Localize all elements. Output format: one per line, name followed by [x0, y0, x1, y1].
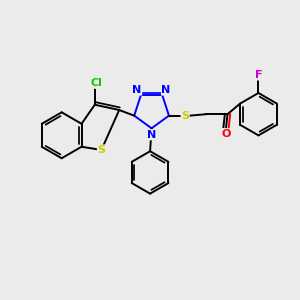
- Text: F: F: [255, 70, 262, 80]
- Text: S: S: [98, 145, 105, 155]
- Text: N: N: [161, 85, 171, 95]
- Text: N: N: [132, 85, 142, 95]
- Text: Cl: Cl: [90, 78, 102, 88]
- Text: S: S: [181, 111, 189, 121]
- Text: O: O: [221, 129, 231, 139]
- Text: N: N: [147, 130, 156, 140]
